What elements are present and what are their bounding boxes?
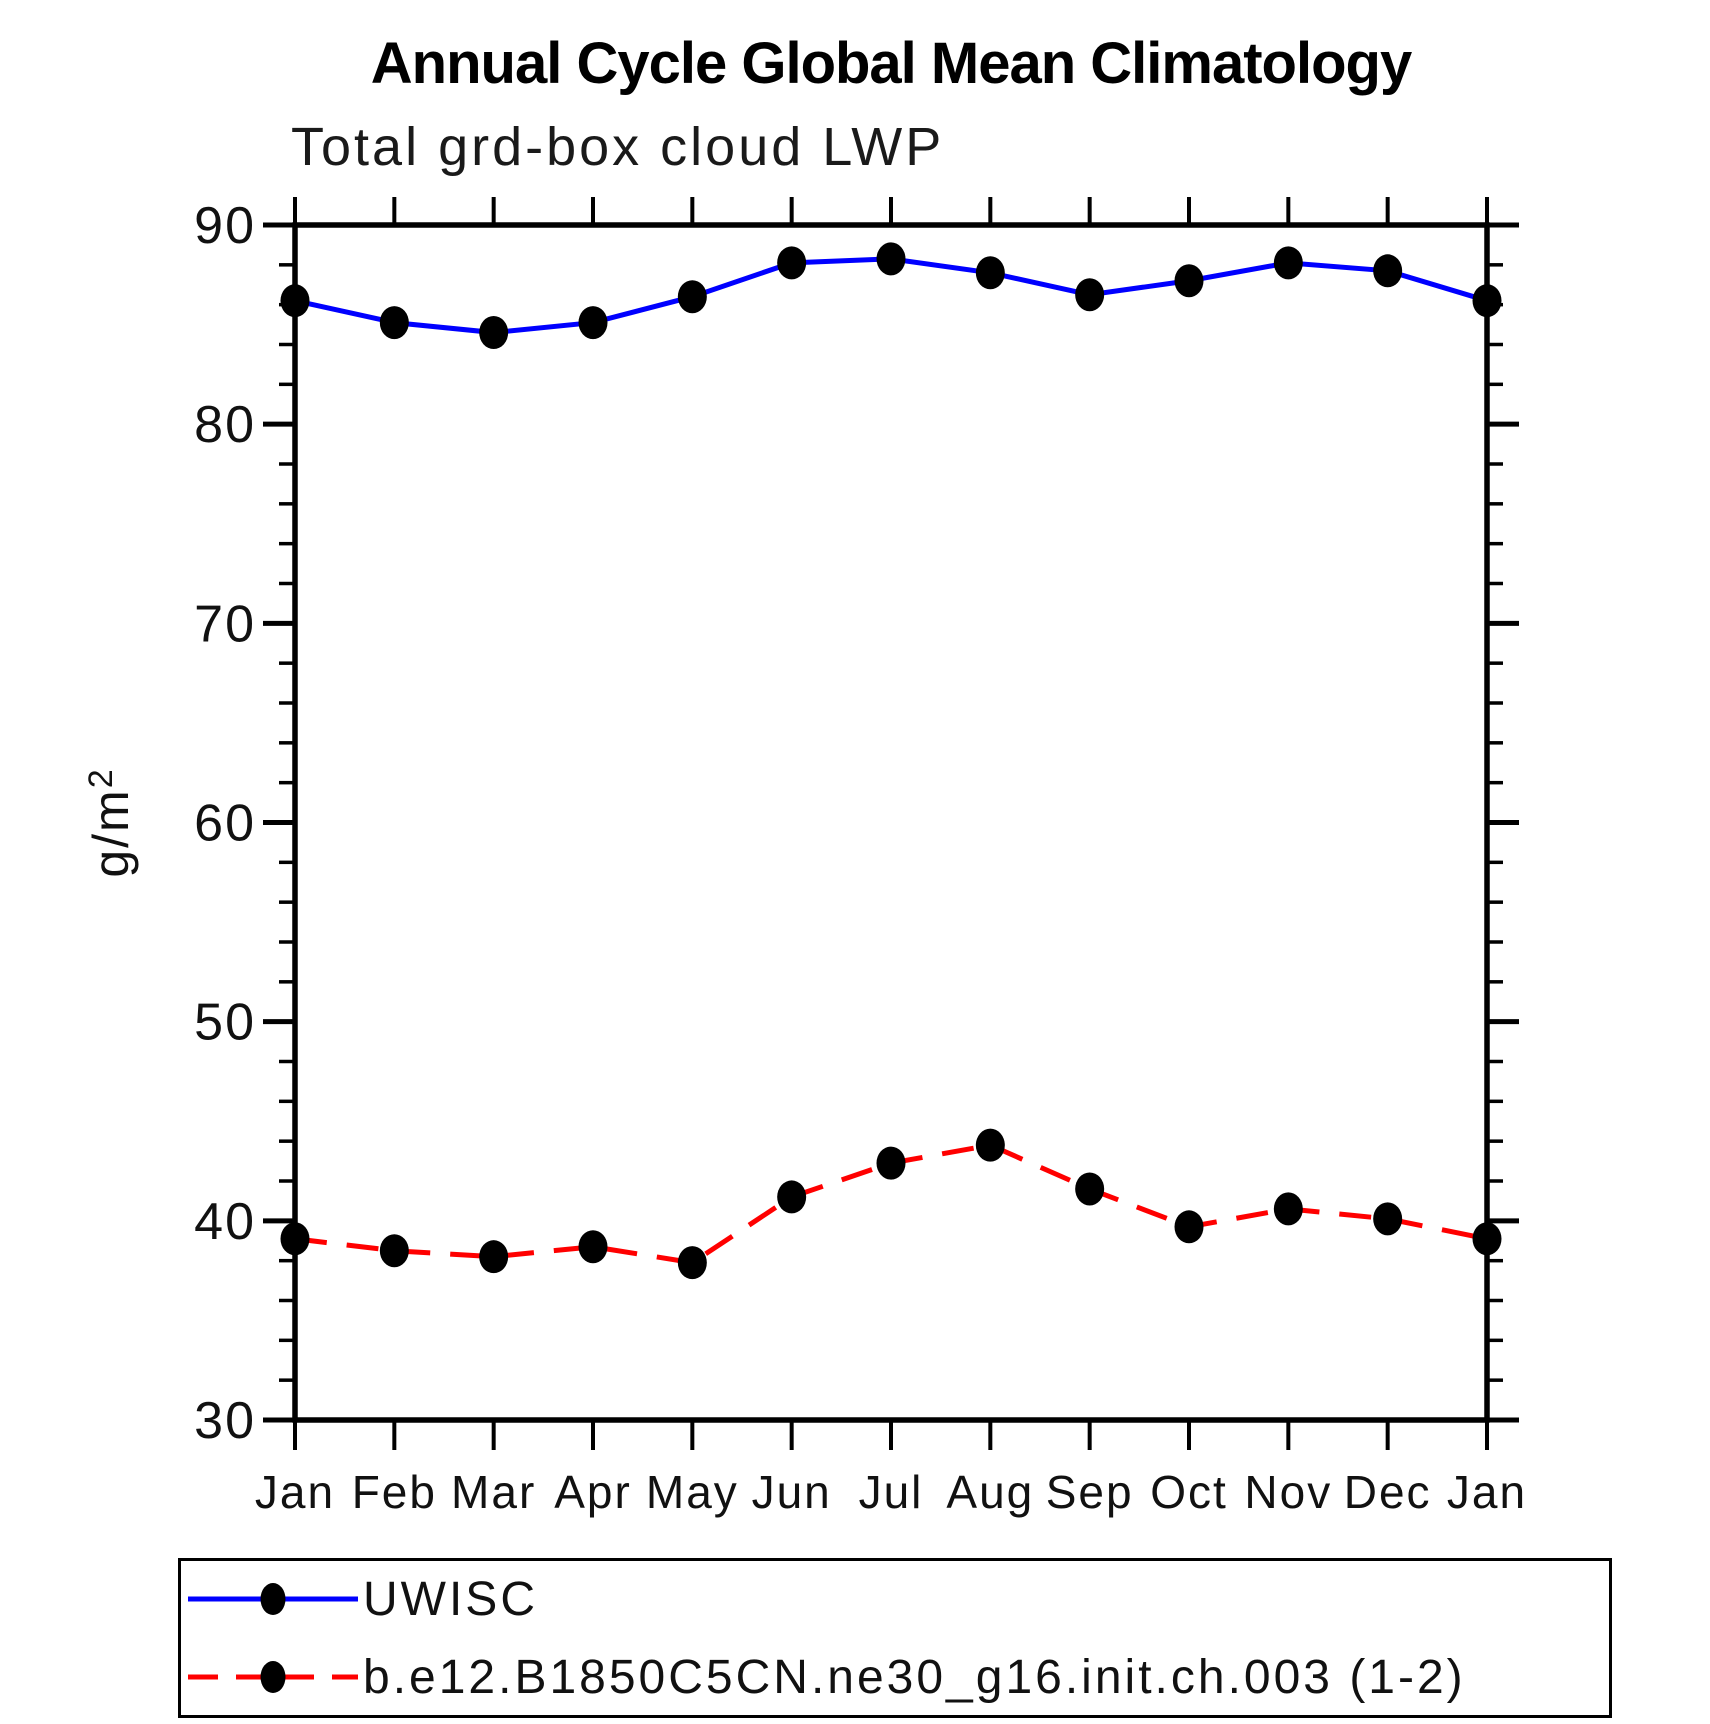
data-point-series-1 [677, 1246, 707, 1280]
data-point-series-1 [1075, 1172, 1105, 1206]
y-tick-label: 80 [194, 396, 256, 454]
data-point-series-1 [1174, 1210, 1204, 1244]
data-point-series-1 [975, 1128, 1005, 1162]
y-tick-label: 50 [194, 994, 256, 1052]
x-tick-label: Feb [352, 1466, 437, 1518]
y-tick-label: 70 [194, 595, 256, 653]
data-point-series-0 [876, 242, 906, 276]
data-point-series-0 [1075, 278, 1105, 312]
data-point-series-0 [1373, 254, 1403, 288]
data-point-series-0 [379, 306, 409, 340]
y-axis-title: g/m2 [82, 767, 139, 877]
data-point-series-0 [1472, 284, 1502, 318]
chart-title: Annual Cycle Global Mean Climatology [370, 31, 1412, 96]
x-tick-label: Jan [255, 1466, 335, 1518]
y-tick-label: 30 [194, 1392, 256, 1450]
data-point-series-0 [1273, 246, 1303, 280]
data-point-series-0 [677, 280, 707, 314]
x-tick-label: Dec [1344, 1466, 1432, 1518]
x-tick-label: May [646, 1466, 739, 1518]
data-point-series-0 [1174, 264, 1204, 298]
legend-label-uwisc: UWISC [363, 1572, 538, 1626]
x-tick-label: Apr [554, 1466, 632, 1518]
x-tick-label: Nov [1244, 1466, 1332, 1518]
data-point-series-1 [479, 1240, 509, 1274]
data-point-series-1 [1273, 1192, 1303, 1226]
data-point-series-1 [777, 1180, 807, 1214]
legend-line-sample-dashed [188, 1661, 358, 1693]
data-point-series-0 [578, 306, 608, 340]
data-point-series-1 [280, 1222, 310, 1256]
data-point-series-1 [1373, 1202, 1403, 1236]
x-tick-label: Jun [752, 1466, 832, 1518]
chart-subtitle: Total grd-box cloud LWP [291, 117, 945, 177]
data-point-series-1 [876, 1146, 906, 1180]
x-tick-label: Oct [1150, 1466, 1228, 1518]
x-tick-label: Jul [859, 1466, 924, 1518]
data-point-series-0 [479, 316, 509, 350]
data-point-series-1 [578, 1230, 608, 1264]
y-tick-label: 40 [194, 1193, 256, 1251]
data-point-series-0 [280, 284, 310, 318]
legend-label-model: b.e12.B1850C5CN.ne30_g16.init.ch.003 (1-… [363, 1650, 1466, 1704]
legend-line-sample-solid [188, 1583, 358, 1615]
y-tick-label: 90 [194, 197, 256, 255]
legend-sample-marker [260, 1661, 286, 1693]
plot-border [292, 222, 1490, 1423]
x-tick-label: Jan [1447, 1466, 1527, 1518]
legend-item-model: b.e12.B1850C5CN.ne30_g16.init.ch.003 (1-… [186, 1645, 1609, 1709]
x-tick-label: Sep [1046, 1466, 1134, 1518]
data-point-series-1 [379, 1234, 409, 1268]
legend: UWISC b.e12.B1850C5CN.ne30_g16.init.ch.0… [178, 1558, 1612, 1718]
legend-item-uwisc: UWISC [186, 1567, 1609, 1631]
x-tick-label: Aug [946, 1466, 1034, 1518]
data-point-series-0 [777, 246, 807, 280]
data-point-series-0 [975, 256, 1005, 290]
y-tick-label: 60 [194, 795, 256, 853]
x-tick-label: Mar [451, 1466, 536, 1518]
data-point-series-1 [1472, 1222, 1502, 1256]
legend-sample-marker [260, 1583, 286, 1615]
